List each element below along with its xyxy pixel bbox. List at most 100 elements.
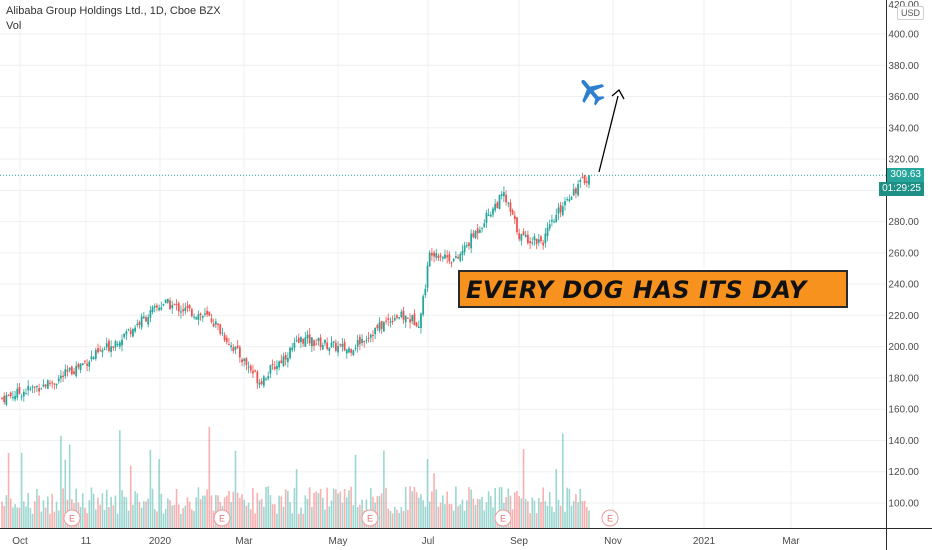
time-tick-label: Jul	[422, 536, 435, 547]
volume-bar	[426, 459, 429, 528]
candle-body	[110, 346, 113, 352]
volume-bar	[243, 499, 246, 528]
earnings-marker[interactable]: E	[494, 509, 512, 527]
candle-body	[450, 262, 453, 264]
candle-body	[147, 317, 150, 325]
candle-body	[271, 364, 274, 366]
earnings-marker[interactable]: E	[213, 509, 231, 527]
currency-unit-box[interactable]: USD	[896, 6, 924, 20]
volume-bar	[306, 498, 309, 528]
candle-body	[472, 233, 475, 238]
candle-body	[234, 346, 237, 350]
candle-body	[577, 184, 579, 196]
volume-bar	[20, 452, 23, 528]
candle-body	[533, 236, 536, 241]
price-tick-label-top: 420.00	[888, 0, 919, 11]
volume-bar	[129, 465, 132, 528]
candle-body	[463, 245, 466, 253]
candle-body	[433, 252, 435, 257]
earnings-marker[interactable]: E	[361, 509, 379, 527]
volume-bar	[247, 502, 250, 528]
candle-body	[197, 314, 200, 320]
annotation-banner[interactable]: EVERY DOG HAS ITS DAY	[458, 270, 848, 308]
volume-bar	[153, 509, 156, 528]
volume-bar	[252, 487, 254, 528]
earnings-marker[interactable]: E	[601, 509, 619, 527]
candle-body	[424, 288, 427, 296]
volume-bar	[417, 497, 420, 528]
candle-body	[566, 199, 569, 201]
candle-body	[177, 303, 180, 312]
volume-bar	[330, 500, 333, 528]
candle-body	[254, 370, 257, 372]
volume-bar	[474, 504, 477, 528]
candle-body	[125, 331, 128, 335]
time-tick-label: May	[329, 536, 348, 547]
volume-bar	[97, 497, 99, 528]
candle-body	[94, 349, 97, 359]
candle-body	[295, 340, 298, 342]
candle-body	[537, 239, 540, 243]
candle-body	[468, 242, 470, 247]
volume-bar	[140, 507, 143, 528]
airplane-icon	[581, 79, 605, 106]
volume-bar	[236, 492, 239, 528]
volume-bar	[180, 513, 182, 528]
volume-bar	[18, 507, 21, 528]
volume-bar	[230, 501, 232, 528]
volume-bar	[36, 488, 38, 528]
volume-bar	[138, 501, 141, 528]
candle-body	[382, 322, 385, 332]
candle-body	[169, 300, 171, 310]
candle-body	[86, 363, 89, 366]
volume-bar	[295, 469, 298, 528]
candle-body	[278, 361, 281, 368]
volume-bar	[389, 510, 392, 528]
candle-body	[297, 337, 300, 343]
volume-bar	[215, 495, 217, 528]
earnings-marker-label: E	[69, 514, 75, 524]
candle-body	[428, 252, 431, 267]
candle-body	[33, 386, 36, 388]
candle-body	[535, 238, 538, 244]
volume-bar	[127, 510, 130, 528]
price-tick-label: 120.00	[888, 467, 919, 478]
volume-bar	[302, 513, 304, 528]
volume-bar	[16, 507, 19, 528]
candle-body	[358, 336, 361, 345]
candle-body	[489, 214, 492, 217]
candle-body	[206, 310, 209, 315]
candle-body	[310, 337, 313, 347]
candle-body	[62, 375, 65, 377]
volume-bar	[239, 498, 241, 528]
candle-body	[348, 348, 350, 353]
candle-body	[46, 380, 49, 389]
volume-bar	[507, 488, 510, 528]
volume-bar	[444, 504, 446, 528]
candle-body	[190, 309, 193, 317]
volume-bar	[524, 498, 527, 528]
price-tick-label: 360.00	[888, 92, 919, 103]
candle-body	[262, 376, 265, 386]
volume-bar	[79, 506, 82, 528]
volume-bar	[387, 508, 390, 528]
candle-body	[3, 395, 6, 403]
volume-indicator-label[interactable]: Vol	[6, 20, 22, 32]
price-axis: 100.00 120.00 140.00 160.00 180.00 200.00 220.…	[886, 0, 919, 550]
candle-body	[411, 315, 414, 322]
candle-body	[236, 345, 239, 348]
candle-body	[485, 212, 488, 223]
candle-body	[553, 221, 555, 223]
volume-bar	[413, 486, 416, 528]
volume-bar	[297, 513, 300, 528]
volume-bar	[411, 491, 414, 528]
candle-body	[140, 316, 143, 328]
earnings-marker[interactable]: E	[63, 509, 81, 527]
candle-body	[273, 366, 276, 370]
volume-bar	[201, 495, 204, 528]
volume-bar	[424, 506, 427, 528]
symbol-title[interactable]: Alibaba Group Holdings Ltd., 1D, Cboe BZ…	[6, 5, 221, 17]
candle-body	[343, 341, 346, 351]
volume-bar	[300, 507, 302, 528]
